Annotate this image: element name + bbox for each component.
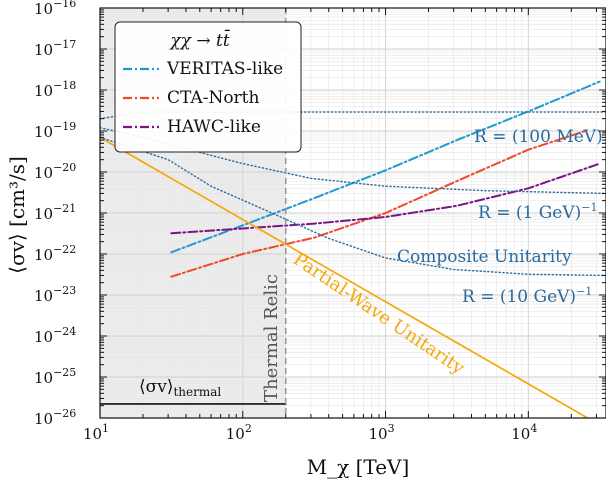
legend-label-2: HAWC-like bbox=[167, 117, 261, 137]
x-tick-label: 103 bbox=[369, 422, 395, 443]
x-tick-label: 101 bbox=[83, 422, 109, 443]
legend-title: χχ → tt̄ bbox=[169, 28, 230, 51]
legend-label-0: VERITAS-like bbox=[166, 59, 283, 79]
y-tick-label: 10−25 bbox=[34, 366, 76, 387]
y-axis-title: ⟨σv⟩ [cm³/s] bbox=[5, 156, 29, 274]
r-100mev-label: R = (100 MeV)−1 bbox=[474, 125, 606, 147]
r-1gev-label: R = (1 GeV)−1 bbox=[478, 201, 597, 223]
series-line-0 bbox=[170, 80, 601, 254]
legend-box bbox=[114, 21, 302, 153]
series-line-6 bbox=[100, 136, 606, 277]
y-tick-label: 10−16 bbox=[34, 0, 76, 18]
series-line-3 bbox=[100, 136, 589, 418]
composite-unitarity-label: Composite Unitarity bbox=[397, 247, 572, 267]
y-tick-label: 10−19 bbox=[34, 120, 76, 141]
series-line-2 bbox=[170, 162, 601, 235]
r-10gev-label: R = (10 GeV)−1 bbox=[462, 285, 592, 307]
x-axis-title: M_χ [TeV] bbox=[307, 455, 410, 479]
thermal-xsec-label: ⟨σv⟩thermal bbox=[139, 377, 221, 399]
thermal-relic-label: Thermal Relic bbox=[261, 274, 282, 402]
y-tick-label: 10−17 bbox=[34, 38, 76, 59]
x-tick-label: 104 bbox=[511, 422, 537, 443]
series-line-1 bbox=[170, 130, 587, 278]
y-tick-label: 10−24 bbox=[34, 325, 76, 346]
x-tick-label: 102 bbox=[226, 422, 252, 443]
y-tick-label: 10−21 bbox=[34, 202, 76, 223]
y-tick-label: 10−18 bbox=[34, 79, 76, 100]
y-tick-label: 10−22 bbox=[34, 243, 76, 264]
y-tick-label: 10−23 bbox=[34, 284, 76, 305]
y-tick-label: 10−20 bbox=[34, 161, 76, 182]
y-tick-label: 10−26 bbox=[34, 407, 76, 428]
legend-label-1: CTA-North bbox=[167, 88, 260, 108]
